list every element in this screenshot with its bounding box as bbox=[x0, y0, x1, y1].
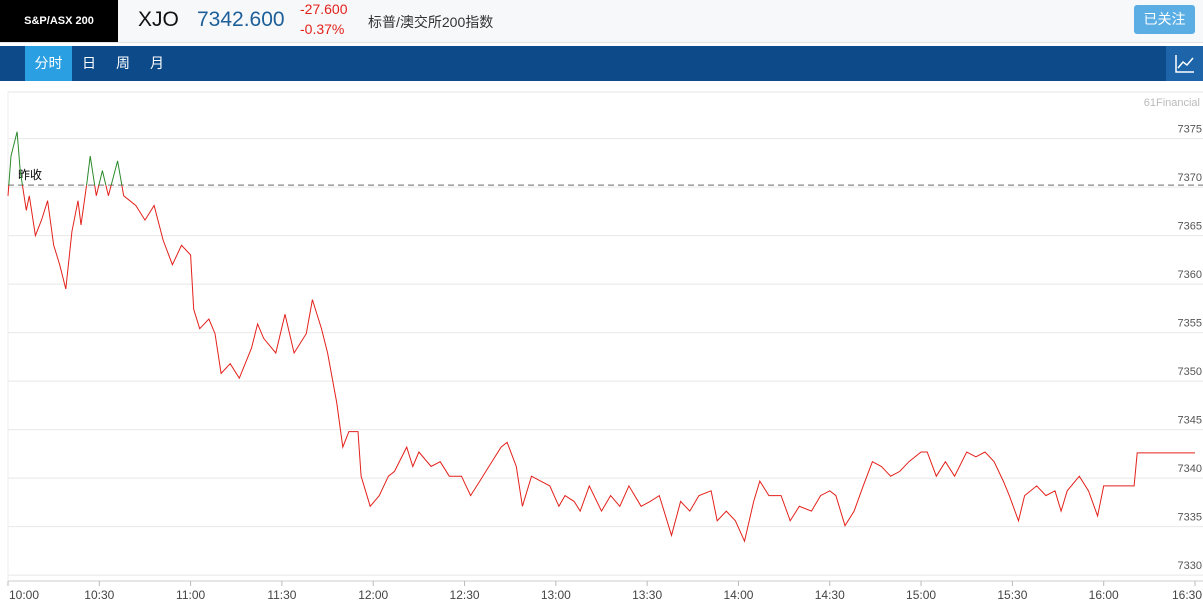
x-tick-label: 14:30 bbox=[815, 588, 845, 602]
price-line-down bbox=[7, 185, 1195, 543]
x-tick-label: 15:00 bbox=[906, 588, 936, 602]
price-line-up bbox=[8, 131, 123, 186]
y-tick-label: 7335 bbox=[1178, 512, 1202, 524]
tab[interactable]: 月 bbox=[150, 55, 164, 71]
x-tick-label: 15:30 bbox=[997, 588, 1027, 602]
y-tick-label: 7330 bbox=[1178, 560, 1202, 572]
y-tick-label: 7340 bbox=[1178, 463, 1202, 475]
x-tick-label: 16:00 bbox=[1089, 588, 1119, 602]
change: -27.600 bbox=[300, 1, 348, 17]
tab[interactable]: 日 bbox=[82, 55, 96, 71]
y-tick-label: 7360 bbox=[1178, 269, 1202, 281]
symbol: XJO bbox=[138, 8, 179, 31]
header: S&P/ASX 200 XJO 7342.600 -27.600 -0.37% … bbox=[0, 0, 1203, 43]
y-tick-label: 7370 bbox=[1178, 172, 1202, 184]
follow-button[interactable]: 已关注 bbox=[1134, 5, 1195, 34]
y-tick-label: 7345 bbox=[1178, 415, 1202, 427]
index-name: 标普/澳交所200指数 bbox=[368, 14, 494, 30]
y-tick-label: 7355 bbox=[1178, 318, 1202, 330]
y-tick-label: 7375 bbox=[1178, 124, 1202, 136]
tab[interactable]: 周 bbox=[116, 55, 130, 71]
y-tick-label: 7350 bbox=[1178, 366, 1202, 378]
x-tick-label: 12:30 bbox=[450, 588, 480, 602]
change-pct: -0.37% bbox=[300, 21, 345, 37]
x-tick-label: 10:00 bbox=[9, 588, 39, 602]
price: 7342.600 bbox=[197, 8, 285, 31]
index-logo: S&P/ASX 200 bbox=[0, 0, 118, 42]
x-tick-label: 13:30 bbox=[632, 588, 662, 602]
chart-type-button[interactable] bbox=[1166, 46, 1203, 81]
x-tick-label: 10:30 bbox=[84, 588, 114, 602]
x-tick-label: 16:30 bbox=[1172, 588, 1202, 602]
prev-close-label: 昨收 bbox=[18, 168, 42, 182]
chart: 61Financial 7330 7335 7340 7345 7350 7355 7360… bbox=[7, 91, 1203, 602]
tab[interactable]: 分时 bbox=[25, 46, 72, 81]
x-tick-label: 12:00 bbox=[358, 588, 388, 602]
x-tick-label: 14:00 bbox=[723, 588, 753, 602]
x-tick-label: 11:00 bbox=[176, 588, 205, 602]
x-tick-label: 13:00 bbox=[541, 588, 571, 602]
chart-icon bbox=[1175, 55, 1194, 73]
x-tick-label: 11:30 bbox=[267, 588, 296, 602]
watermark: 61Financial bbox=[1144, 97, 1200, 109]
tab-bar: 分时 日 周 月 bbox=[0, 46, 1203, 81]
y-tick-label: 7365 bbox=[1178, 221, 1202, 233]
